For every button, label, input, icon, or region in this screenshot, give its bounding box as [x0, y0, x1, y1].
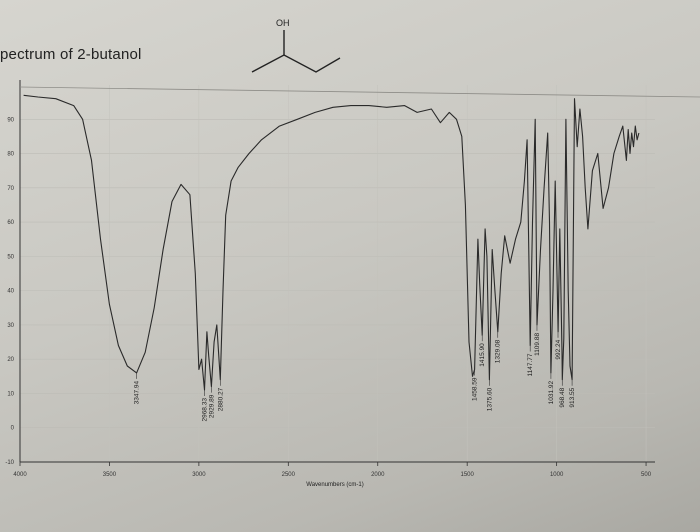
- peak-label: 1031.92: [548, 381, 555, 405]
- x-tick-label: 2500: [282, 472, 296, 478]
- x-axis-title: Wavenumbers (cm-1): [306, 482, 363, 488]
- peak-label: 1329.08: [495, 339, 502, 363]
- chart-title: pectrum of 2-butanol: [0, 46, 142, 63]
- y-tick-label: 10: [7, 391, 14, 397]
- molecule-bonds: [251, 54, 341, 73]
- x-tick-label: 1000: [550, 472, 564, 478]
- x-tick-label: 2000: [371, 472, 385, 478]
- y-tick-label: 70: [7, 186, 14, 192]
- peak-label: 1109.88: [534, 333, 541, 356]
- peak-label: 913.55: [569, 387, 576, 407]
- peak-label: 1458.59: [472, 377, 479, 401]
- x-tick-label: 1500: [461, 472, 475, 478]
- peak-label: 1375.60: [486, 387, 493, 411]
- y-tick-label: 90: [7, 117, 14, 123]
- peak-label: 2968.33: [202, 398, 209, 422]
- y-tick-label: 20: [7, 357, 14, 363]
- hydroxyl-label: OH: [276, 18, 290, 28]
- peak-label: 992.24: [555, 339, 562, 359]
- y-tick-label: 50: [7, 254, 14, 260]
- chart-axes: [19, 80, 700, 466]
- tick-labels: 90 80 70 60 50 40 30 20 10 0 -10 4000 3500 3000 2500 20…: [5, 117, 651, 478]
- y-tick-label: 30: [7, 323, 14, 329]
- peak-label: 2880.27: [217, 387, 224, 411]
- y-tick-label: -10: [5, 460, 14, 466]
- x-tick-label: 500: [641, 472, 652, 478]
- x-tick-label: 3000: [192, 472, 206, 478]
- peak-label: 2929.89: [208, 394, 215, 418]
- x-tick-label: 4000: [13, 472, 27, 478]
- chart-grid: [19, 85, 655, 463]
- peak-labels: 3347.94 2968.33 2929.89 2880.27 1458.59 1415.…: [134, 324, 576, 422]
- peak-label: 1147.77: [527, 353, 534, 376]
- spectrum-line: [23, 94, 640, 391]
- y-tick-label: 40: [7, 289, 14, 295]
- y-tick-label: 80: [7, 152, 14, 158]
- peak-label: 1415.90: [479, 343, 486, 367]
- peak-label: 3347.94: [134, 381, 141, 405]
- x-tick-label: 3500: [103, 472, 117, 478]
- y-tick-label: 0: [11, 426, 15, 432]
- peak-label: 968.48: [559, 387, 566, 407]
- top-border-line: [19, 86, 700, 98]
- y-tick-label: 60: [7, 220, 14, 226]
